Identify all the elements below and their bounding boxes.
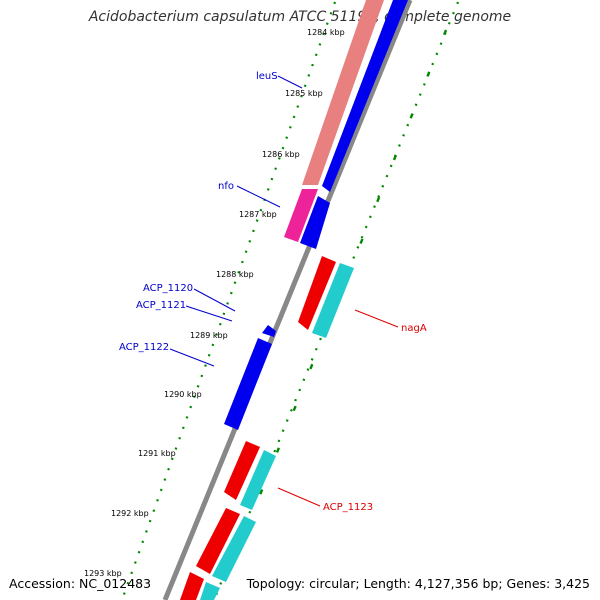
kbp-label-1289: 1289 kbp <box>190 331 228 340</box>
feature-reverse-next-2 <box>200 582 220 600</box>
cds-reverse-ACP_1123 <box>224 441 260 500</box>
cds-forward-ACP_1122 <box>224 338 272 430</box>
gene-label-ACP_1120[interactable]: ACP_1120 <box>143 283 193 294</box>
topology-text: Topology: circular; Length: 4,127,356 bp… <box>246 576 590 591</box>
gene-label-ACP_1122[interactable]: ACP_1122 <box>119 342 169 353</box>
kbp-label-1284: 1284 kbp <box>307 28 345 37</box>
kbp-label-1286: 1286 kbp <box>262 150 300 159</box>
gene-label-nagA[interactable]: nagA <box>401 323 427 334</box>
cds-forward-nfo <box>300 196 330 249</box>
kbp-label-1292: 1292 kbp <box>111 509 149 518</box>
leader-nfo <box>236 185 281 208</box>
genome-backbone <box>162 0 413 600</box>
kbp-label-1288: 1288 kbp <box>216 270 254 279</box>
gene-label-ACP_1121[interactable]: ACP_1121 <box>136 300 186 311</box>
cds-reverse-next-1 <box>196 508 240 574</box>
leader-leuS <box>277 75 303 89</box>
accession-text: Accession: NC_012483 <box>9 576 152 591</box>
leader-ACP_1121 <box>185 305 233 322</box>
leader-ACP_1123 <box>277 487 321 507</box>
leader-ACP_1122 <box>169 348 215 367</box>
kbp-label-1290: 1290 kbp <box>164 390 202 399</box>
gene-label-nfo[interactable]: nfo <box>218 181 234 192</box>
cds-reverse-nagA <box>298 256 336 330</box>
gene-label-leuS[interactable]: leuS <box>256 71 278 82</box>
feature-reverse-next-1 <box>212 516 256 582</box>
kbp-label-1293: 1293 kbp <box>84 569 122 578</box>
feature-reverse-ACP_1123 <box>240 450 276 510</box>
gc-track-outer-left <box>120 1 337 600</box>
cds-forward-ACP_1120 <box>262 325 276 337</box>
misc-feature-nfo <box>284 189 318 242</box>
leader-nagA <box>354 309 399 328</box>
rrna-feature-leuS <box>302 0 384 185</box>
leader-ACP_1120 <box>193 288 236 312</box>
cds-reverse-next-2 <box>180 572 204 600</box>
cds-forward-leuS <box>322 0 408 192</box>
gene-label-ACP_1123[interactable]: ACP_1123 <box>323 502 373 513</box>
kbp-label-1287: 1287 kbp <box>239 210 277 219</box>
feature-reverse-nagA <box>312 263 354 338</box>
kbp-label-1291: 1291 kbp <box>138 449 176 458</box>
kbp-label-1285: 1285 kbp <box>285 89 323 98</box>
